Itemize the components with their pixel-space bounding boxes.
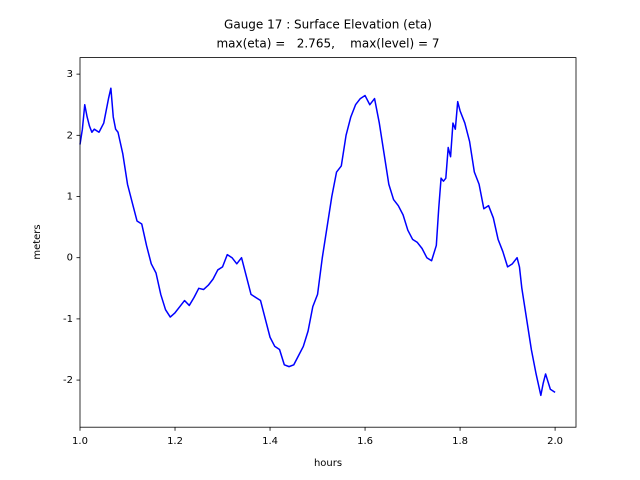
- x-tick-label: 1.6: [357, 436, 373, 447]
- plot-frame: [79, 57, 577, 428]
- x-tick-label: 1.2: [167, 436, 183, 447]
- x-tick-label: 1.8: [452, 436, 468, 447]
- x-tick-label: 2.0: [547, 436, 563, 447]
- y-tick-label: 1: [67, 192, 73, 203]
- y-tick-label: 2: [67, 130, 73, 141]
- y-tick-label: 0: [67, 253, 73, 264]
- y-tick-label: -1: [63, 314, 73, 325]
- chart-subtitle: max(eta) = 2.765, max(level) = 7: [216, 37, 439, 51]
- x-axis-label: hours: [314, 458, 342, 469]
- y-tick-label: -2: [63, 375, 73, 386]
- y-tick-label: 3: [67, 69, 73, 80]
- data-line: [79, 87, 556, 397]
- x-tick-label: 1.0: [72, 436, 88, 447]
- y-axis-label: meters: [32, 224, 43, 259]
- chart-title: Gauge 17 : Surface Elevation (eta): [224, 18, 432, 32]
- x-tick-label: 1.4: [262, 436, 278, 447]
